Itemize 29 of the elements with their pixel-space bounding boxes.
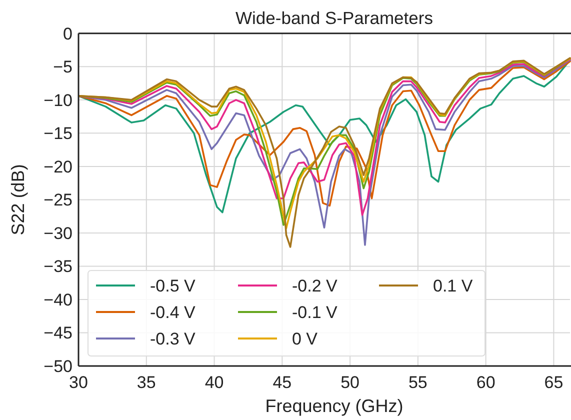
y-tick-label: −45: [44, 324, 72, 343]
x-tick-label: 65: [544, 373, 564, 392]
x-tick-label: 50: [340, 373, 360, 392]
legend-label: -0.4 V: [150, 303, 196, 322]
legend-label: 0 V: [292, 330, 318, 348]
x-tick-label: 45: [272, 373, 292, 392]
y-tick-label: −50: [44, 357, 72, 376]
y-tick-label: 0: [63, 24, 72, 44]
legend-label: -0.3 V: [150, 330, 196, 348]
y-tick-label: −5: [53, 58, 72, 77]
x-tick-label: 40: [204, 373, 224, 392]
x-axis-title: Frequency (GHz): [265, 396, 404, 416]
legend-label: -0.2 V: [292, 276, 338, 296]
chart-title: Wide-band S-Parameters: [236, 8, 434, 28]
x-tick-label: 35: [136, 373, 156, 392]
x-tick-label: 55: [408, 373, 428, 392]
y-tick-label: −35: [44, 257, 72, 276]
y-axis-title: S22 (dB): [8, 164, 28, 236]
legend-label: -0.1 V: [292, 303, 338, 322]
x-tick-label: 30: [69, 373, 88, 392]
x-tick-label: 60: [476, 373, 496, 392]
y-tick-label: −15: [44, 124, 72, 144]
y-tick-label: −20: [44, 157, 72, 176]
y-tick-label: −25: [44, 190, 72, 210]
y-tick-label: −30: [44, 224, 72, 243]
y-tick-label: −40: [44, 290, 72, 310]
y-tick-label: −10: [44, 90, 72, 110]
legend-label: -0.5 V: [150, 276, 196, 296]
legend-label: 0.1 V: [433, 276, 474, 296]
